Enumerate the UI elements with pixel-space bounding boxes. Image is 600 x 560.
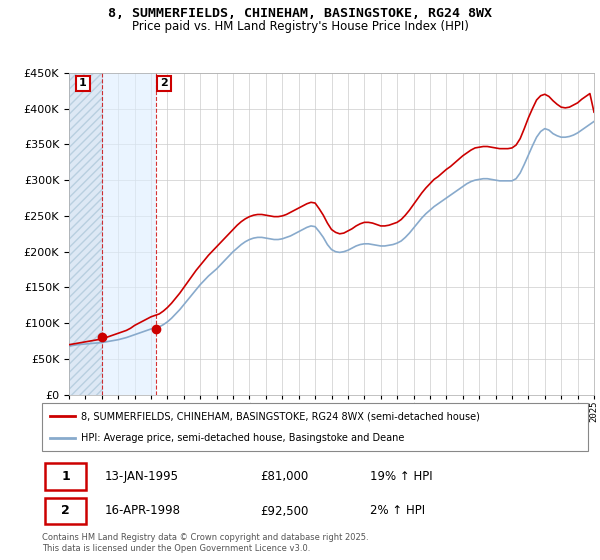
Text: 13-JAN-1995: 13-JAN-1995 <box>105 470 179 483</box>
Text: 8, SUMMERFIELDS, CHINEHAM, BASINGSTOKE, RG24 8WX: 8, SUMMERFIELDS, CHINEHAM, BASINGSTOKE, … <box>108 7 492 20</box>
Text: 1: 1 <box>61 470 70 483</box>
Text: 19% ↑ HPI: 19% ↑ HPI <box>370 470 432 483</box>
Text: HPI: Average price, semi-detached house, Basingstoke and Deane: HPI: Average price, semi-detached house,… <box>82 433 404 443</box>
Bar <box>45 464 86 490</box>
Text: Contains HM Land Registry data © Crown copyright and database right 2025.
This d: Contains HM Land Registry data © Crown c… <box>42 533 368 553</box>
Text: 2: 2 <box>160 78 168 88</box>
Text: Price paid vs. HM Land Registry's House Price Index (HPI): Price paid vs. HM Land Registry's House … <box>131 20 469 32</box>
Text: 8, SUMMERFIELDS, CHINEHAM, BASINGSTOKE, RG24 8WX (semi-detached house): 8, SUMMERFIELDS, CHINEHAM, BASINGSTOKE, … <box>82 411 480 421</box>
Text: £81,000: £81,000 <box>260 470 308 483</box>
Text: 2: 2 <box>61 505 70 517</box>
Text: £92,500: £92,500 <box>260 505 309 517</box>
Bar <box>69 73 103 395</box>
Bar <box>103 73 156 395</box>
Bar <box>45 498 86 524</box>
Text: 16-APR-1998: 16-APR-1998 <box>105 505 181 517</box>
Text: 1: 1 <box>79 78 87 88</box>
Text: 2% ↑ HPI: 2% ↑ HPI <box>370 505 425 517</box>
